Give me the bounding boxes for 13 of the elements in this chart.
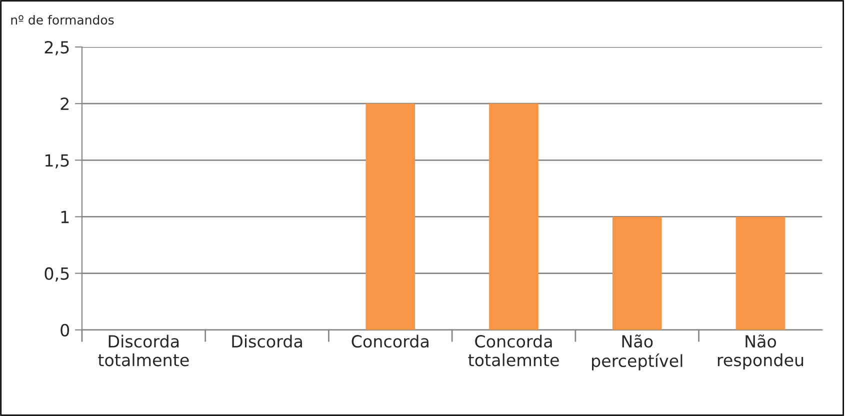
x-tick-label: Concorda (352, 334, 428, 348)
x-tick-label: Não perceptível (592, 334, 682, 370)
x-tick-label: Discorda totalmente (98, 334, 189, 366)
y-axis-title: nº de formandos (11, 14, 114, 25)
x-tick-label: Não respondeu (718, 334, 804, 370)
y-tick-label: 0,5 (44, 267, 69, 282)
y-tick-label: 2 (60, 98, 68, 110)
y-tick-label: 0 (60, 324, 70, 336)
y-tick-label: 2,5 (44, 40, 69, 56)
y-tick-label: 1 (61, 210, 69, 224)
x-tick-label: Concorda totalemnte (468, 334, 559, 366)
y-tick-label: 1,5 (45, 154, 69, 168)
x-tick-label: Discorda (232, 334, 302, 348)
